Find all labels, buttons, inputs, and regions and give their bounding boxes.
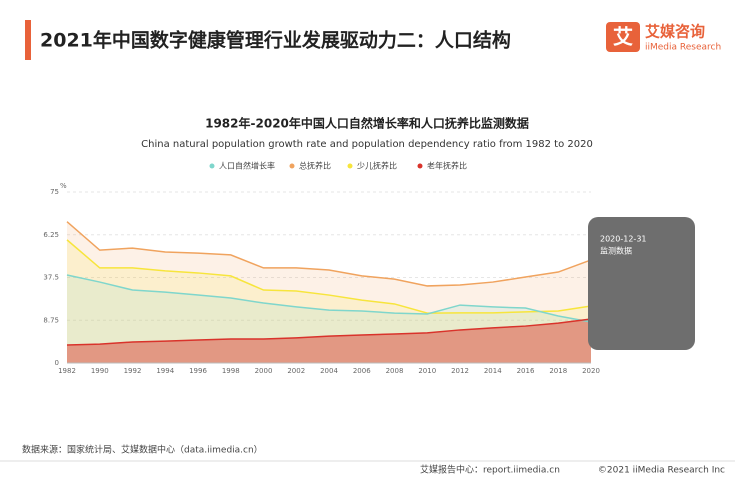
line — [66, 221, 592, 287]
x-tick-label: 1996 — [189, 367, 207, 375]
legend-dot — [347, 163, 353, 169]
legend-label: 总抚养比 — [299, 161, 331, 171]
legend-dot — [209, 163, 215, 169]
x-tick-label: 2008 — [386, 367, 404, 375]
x-tick-label: 1992 — [124, 367, 142, 375]
x-tick-label: 2006 — [353, 367, 371, 375]
legend-label: 少儿抚养比 — [357, 161, 397, 171]
logo-sub: iiMedia Research — [645, 43, 721, 53]
line — [66, 274, 592, 323]
footer-left: 艾媒报告中心：report.iimedia.cn — [420, 464, 560, 476]
x-tick-label: 2010 — [418, 367, 436, 375]
logo-glyph: 艾 — [613, 25, 633, 49]
area — [67, 221, 591, 363]
x-tick-label: 2020 — [582, 367, 600, 375]
chart-title: 1982年-2020年中国人口自然增长率和人口抚养比监测数据 — [205, 116, 529, 131]
legend-dot — [417, 163, 423, 169]
tooltip-date: 2020-12-31 — [600, 235, 647, 244]
tooltip — [588, 217, 695, 350]
source-note: 数据来源：国家统计局、艾媒数据中心（data.iimedia.cn） — [22, 444, 263, 456]
tooltip-label: 监测数据 — [600, 246, 632, 256]
x-tick-label: 2018 — [549, 367, 567, 375]
logo-icon — [606, 22, 640, 52]
line — [66, 318, 592, 346]
y-tick-label: 37.5 — [43, 274, 59, 282]
chart-subtitle: China natural population growth rate and… — [141, 139, 593, 150]
x-tick-label: 1990 — [91, 367, 109, 375]
page-title: 2021年中国数字健康管理行业发展驱动力二：人口结构 — [40, 29, 511, 52]
x-tick-label: 2016 — [517, 367, 535, 375]
y-tick-label: 8.75 — [43, 316, 59, 324]
y-unit: % — [60, 182, 67, 190]
x-tick-label: 2004 — [320, 367, 338, 375]
x-tick-label: 2002 — [287, 367, 305, 375]
y-tick-label: 75 — [50, 188, 59, 196]
footer-right: ©2021 iiMedia Research Inc — [598, 466, 725, 476]
legend-dot — [289, 163, 295, 169]
logo-text: 艾媒咨询 — [645, 23, 705, 41]
legend-label: 老年抚养比 — [427, 161, 467, 171]
x-tick-label: 1982 — [58, 367, 76, 375]
x-tick-label: 1994 — [156, 367, 174, 375]
title-bar — [25, 20, 31, 60]
area — [67, 274, 591, 363]
x-tick-label: 2000 — [255, 367, 273, 375]
y-tick-label: 0 — [55, 359, 59, 367]
legend-label: 人口自然增长率 — [219, 161, 275, 171]
area — [67, 239, 591, 363]
x-tick-label: 1998 — [222, 367, 240, 375]
line — [66, 239, 592, 314]
x-tick-label: 2012 — [451, 367, 469, 375]
x-tick-label: 2014 — [484, 367, 502, 375]
y-tick-label: 6.25 — [43, 231, 59, 239]
